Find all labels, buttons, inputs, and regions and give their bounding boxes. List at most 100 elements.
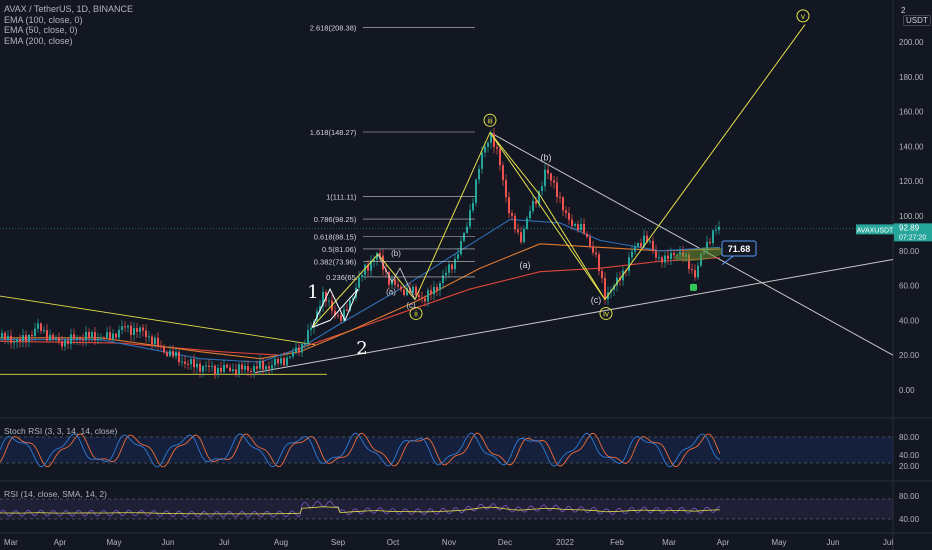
candle-body <box>631 251 633 258</box>
candle-body <box>109 332 111 340</box>
price-tick-label: 80.00 <box>899 247 920 256</box>
time-tick-label: Jun <box>162 538 175 547</box>
candle-body <box>310 327 312 330</box>
candle-body <box>451 264 453 270</box>
candle-body <box>226 364 228 368</box>
candle-body <box>19 339 21 342</box>
candle-body <box>289 356 291 358</box>
indicator-ema100[interactable]: EMA (100, close, 0) <box>4 14 83 25</box>
candle-body <box>496 147 498 149</box>
candle-body <box>94 332 96 341</box>
wave-label-circle <box>483 113 497 127</box>
stoch-band <box>0 437 893 463</box>
candle-body <box>10 335 12 344</box>
candle-body <box>523 228 525 243</box>
time-tick-label: Oct <box>387 538 400 547</box>
candle-body <box>25 334 27 342</box>
wave-label-circle <box>796 9 810 23</box>
current-price-label: 92.89 <box>899 223 920 232</box>
candle-body <box>64 340 66 347</box>
candle-body <box>259 361 261 369</box>
candle-body <box>292 351 294 357</box>
candle-body <box>199 363 201 372</box>
currency-unit[interactable]: 2 USDT <box>901 6 932 26</box>
candle-body <box>58 338 60 342</box>
candle-body <box>715 229 717 231</box>
candle-body <box>91 332 93 338</box>
candle-body <box>37 323 39 329</box>
wave-label-circle <box>409 306 423 320</box>
candle-body <box>70 334 72 344</box>
candle-body <box>499 148 501 166</box>
candle-body <box>442 275 444 283</box>
candle-body <box>7 335 9 340</box>
candle-body <box>295 347 297 352</box>
candle-body <box>532 200 534 212</box>
candle-body <box>73 334 75 339</box>
candle-body <box>508 197 510 214</box>
candle-body <box>589 236 591 247</box>
candle-body <box>88 331 90 338</box>
candle-body <box>301 343 303 353</box>
candle-body <box>181 361 183 363</box>
candle-body <box>415 286 417 296</box>
candle-body <box>349 300 351 311</box>
rsi-label[interactable]: RSI (14, close, SMA, 14, 2) <box>4 489 107 499</box>
symbol-title[interactable]: AVAX / TetherUS, 1D, BINANCE <box>4 4 134 14</box>
indicator-ema200[interactable]: EMA (200, close) <box>4 35 73 46</box>
fib-level-label: 2.618(208.38) <box>310 23 357 32</box>
indicator-ema50[interactable]: EMA (50, close, 0) <box>4 25 78 35</box>
candle-body <box>337 315 339 317</box>
candle-body <box>322 292 324 307</box>
stoch-d-line <box>0 432 721 468</box>
price-tick-label: 200.00 <box>899 38 924 47</box>
candle-body <box>511 213 513 216</box>
stoch-axis-label: 40.00 <box>899 451 920 460</box>
candle-body <box>712 230 714 244</box>
highlight-ellipse <box>674 247 726 262</box>
fib-level-label: 0.786(98.25) <box>314 215 357 224</box>
time-tick-label: Feb <box>610 538 624 547</box>
candle-body <box>382 255 384 270</box>
candle-body <box>361 274 363 278</box>
candle-body <box>31 334 33 337</box>
candle-body <box>664 255 666 263</box>
price-tick-label: 100.00 <box>899 212 924 221</box>
candle-body <box>346 309 348 311</box>
candle-body <box>166 352 168 357</box>
countdown-label: 07:27:20 <box>899 234 926 241</box>
candle-body <box>439 282 441 291</box>
candle-body <box>55 338 57 340</box>
candle-body <box>175 351 177 357</box>
candle-body <box>550 173 552 181</box>
wave-ii-abc <box>377 254 416 300</box>
fib-level-label: 0.382(73.96) <box>314 257 357 266</box>
target-price-box <box>721 240 757 257</box>
candle-body <box>232 369 234 372</box>
time-tick-label: Jun <box>827 538 840 547</box>
candle-body <box>559 196 561 198</box>
candle-body <box>238 364 240 374</box>
candle-body <box>394 279 396 285</box>
candle-body <box>379 252 381 256</box>
candle-body <box>529 211 531 219</box>
wave-label: v <box>801 12 805 21</box>
candle-body <box>526 218 528 229</box>
candle-body <box>253 366 255 372</box>
candle-body <box>598 254 600 272</box>
candle-body <box>139 327 141 332</box>
stoch-k-line <box>0 432 721 468</box>
symbol-tag <box>856 224 894 235</box>
stoch-axis-label: 20.00 <box>899 462 920 471</box>
candle-body <box>196 363 198 368</box>
candle-body <box>388 272 390 285</box>
candle-body <box>556 182 558 197</box>
candle-body <box>484 146 486 153</box>
stoch-rsi-label[interactable]: Stoch RSI (3, 3, 14, 14, close) <box>4 426 118 436</box>
time-tick-label: 2022 <box>556 538 574 547</box>
wave-sub-label: (b) <box>391 249 401 258</box>
candle-body <box>487 142 489 147</box>
candle-body <box>514 215 516 230</box>
candle-body <box>118 329 120 338</box>
